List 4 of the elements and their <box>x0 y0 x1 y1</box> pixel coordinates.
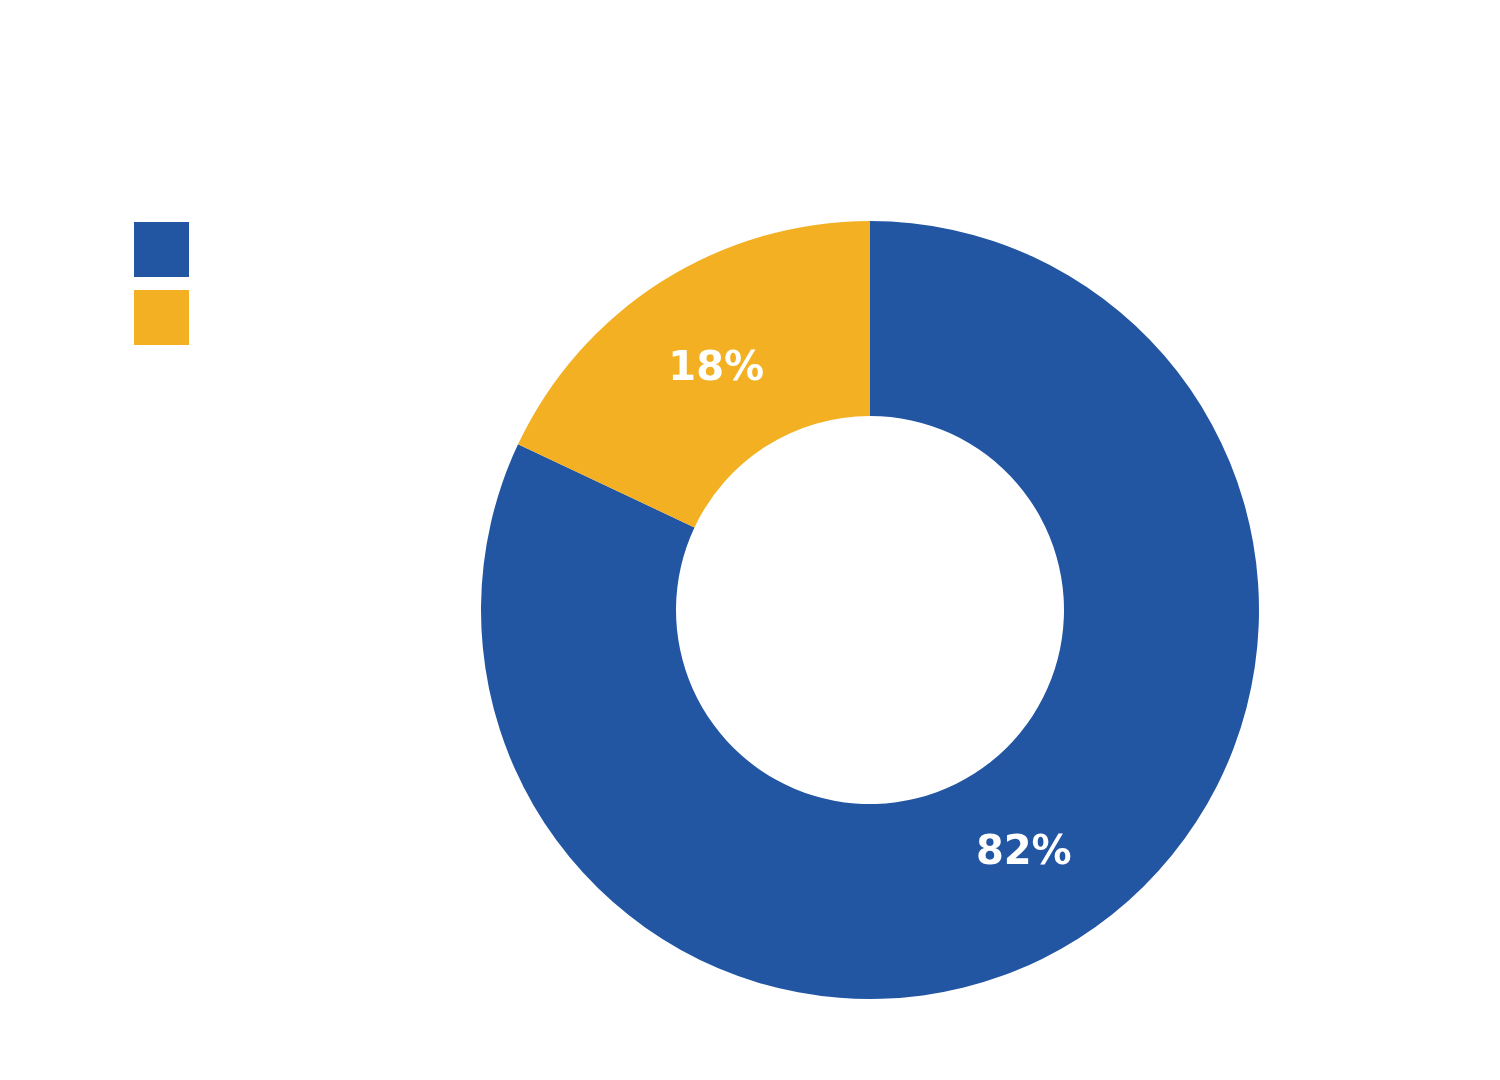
data-label: 18% <box>668 342 765 389</box>
data-label: 82% <box>975 827 1072 874</box>
donut-slice <box>481 221 1259 999</box>
donut-slice <box>518 221 870 528</box>
